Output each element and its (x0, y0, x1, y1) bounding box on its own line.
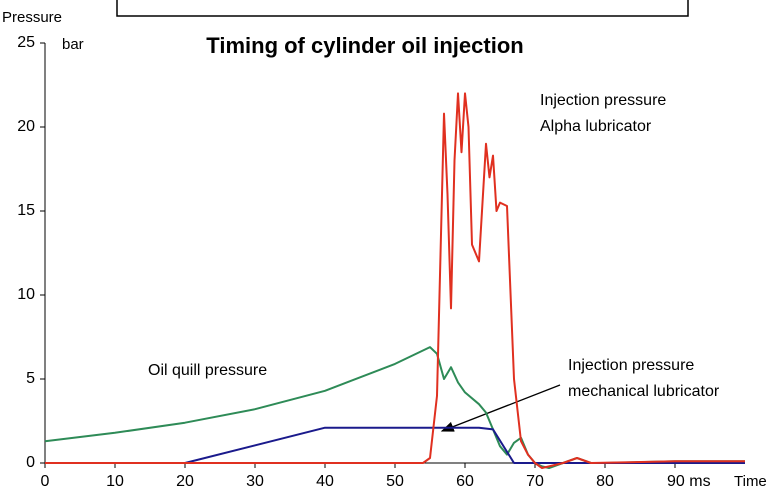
x-tick-label: 90 ms (667, 473, 711, 490)
y-tick-label: 10 (17, 286, 35, 303)
y-axis-unit: bar (62, 36, 84, 53)
series-line (45, 92, 745, 469)
x-tick-label: 20 (176, 473, 194, 490)
chart-title: Timing of cylinder oil injection (206, 33, 523, 58)
x-tick-label: 0 (41, 473, 50, 490)
annotation: Oil quill pressure (148, 362, 267, 379)
annotation: Injection pressure (540, 92, 666, 109)
annotation: mechanical lubricator (568, 383, 720, 400)
x-tick-label: 70 (526, 473, 544, 490)
x-tick-label: 30 (246, 473, 264, 490)
y-tick-label: 15 (17, 202, 35, 219)
y-axis-label: Pressure (2, 9, 62, 26)
annotation: Alpha lubricator (540, 118, 652, 135)
x-tick-label: 60 (456, 473, 474, 490)
y-tick-label: 20 (17, 118, 35, 135)
header-box (116, 0, 689, 17)
y-tick-label: 5 (26, 370, 35, 387)
annotation-arrow (440, 384, 561, 432)
x-tick-label: 40 (316, 473, 334, 490)
x-axis-label: Time (734, 473, 767, 490)
y-tick-label: 0 (26, 454, 35, 471)
y-tick-label: 25 (17, 34, 35, 51)
x-tick-label: 10 (106, 473, 124, 490)
x-tick-label: 50 (386, 473, 404, 490)
x-tick-label: 80 (596, 473, 614, 490)
annotation: Injection pressure (568, 357, 694, 374)
series-line (45, 426, 745, 464)
